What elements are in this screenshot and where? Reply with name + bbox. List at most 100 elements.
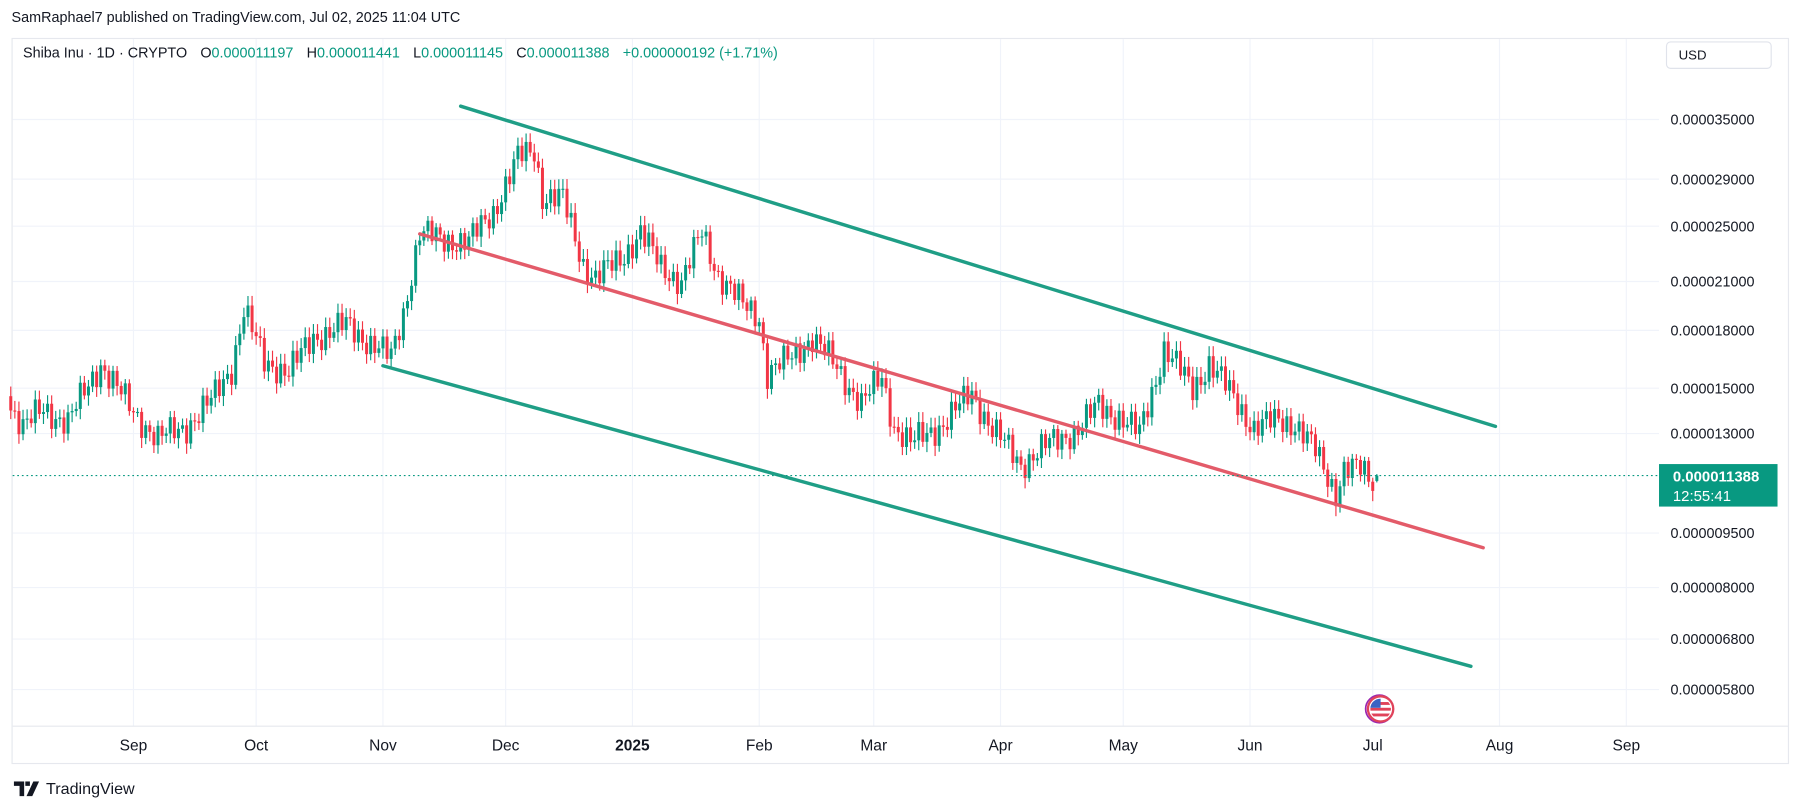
candle-body bbox=[733, 283, 737, 300]
candle-body bbox=[798, 343, 802, 363]
candle-body bbox=[814, 334, 818, 353]
open-value: 0.000011197 bbox=[211, 44, 294, 61]
high-value: 0.000011441 bbox=[316, 44, 400, 61]
candle-body bbox=[1232, 380, 1236, 394]
candle-body bbox=[266, 360, 270, 372]
candle-body bbox=[336, 312, 340, 333]
candle-body bbox=[864, 393, 868, 396]
candle-body bbox=[487, 219, 491, 229]
candle-body bbox=[1007, 434, 1011, 440]
candle-body bbox=[708, 231, 712, 264]
candle-body bbox=[1166, 341, 1170, 363]
candle-body bbox=[291, 350, 295, 377]
time-tick-label: Dec bbox=[492, 737, 520, 754]
candle-body bbox=[1264, 411, 1268, 420]
candle-body bbox=[545, 203, 549, 210]
us-flag-economic-event-icon[interactable] bbox=[1364, 694, 1395, 724]
candle-body bbox=[250, 305, 254, 333]
candle-body bbox=[426, 220, 430, 232]
footer-brand[interactable]: TradingView bbox=[13, 779, 135, 797]
candle-body bbox=[1027, 454, 1031, 479]
candle-body bbox=[765, 343, 769, 389]
candle-body bbox=[1113, 417, 1117, 430]
last-price-label: 0.000011388 12:55:41 bbox=[1659, 464, 1778, 507]
candle-body bbox=[909, 427, 913, 443]
publish-info: SamRaphael7 published on TradingView.com… bbox=[11, 9, 461, 26]
candle-body bbox=[684, 265, 688, 281]
candle-body bbox=[536, 161, 540, 168]
candle-body bbox=[1089, 404, 1093, 418]
candle-body bbox=[982, 411, 986, 425]
candle-body bbox=[1003, 439, 1007, 441]
candle-body bbox=[176, 428, 180, 439]
price-axis[interactable]: 0.000035000 0.000029000 0.000025000 0.00002… bbox=[1671, 113, 1755, 699]
candle-body bbox=[136, 411, 140, 414]
symbol-name[interactable]: Shiba Inu · 1D · CRYPTO bbox=[23, 44, 188, 61]
lower-channel-line[interactable] bbox=[381, 364, 1473, 669]
candle-body bbox=[103, 365, 107, 371]
candle-body bbox=[700, 236, 704, 238]
candle-body bbox=[230, 373, 234, 385]
candle-body bbox=[1236, 393, 1240, 416]
candle-body bbox=[332, 332, 336, 338]
candle-body bbox=[851, 387, 855, 392]
time-tick-label: Nov bbox=[369, 737, 397, 754]
candle-body bbox=[712, 263, 716, 271]
candle-body bbox=[1170, 358, 1174, 363]
candle-body bbox=[1273, 408, 1277, 428]
last-price-value: 0.000011388 bbox=[1673, 468, 1759, 485]
candle-body bbox=[1363, 460, 1367, 475]
candle-body bbox=[475, 223, 479, 237]
candle-body bbox=[1097, 394, 1101, 403]
candle-body bbox=[140, 411, 144, 438]
candle-body bbox=[1330, 478, 1334, 487]
candle-body bbox=[622, 263, 626, 266]
candle-body bbox=[467, 236, 471, 250]
currency-button[interactable]: USD bbox=[1665, 41, 1772, 69]
candle-body bbox=[663, 254, 667, 279]
candle-body bbox=[463, 233, 467, 250]
candle-body bbox=[945, 426, 949, 430]
time-axis[interactable]: Sep Oct Nov Dec 2025 Feb Mar Apr May Jun Jul Aug Sep bbox=[120, 737, 1640, 754]
candle-body bbox=[540, 167, 544, 210]
candle-body bbox=[381, 336, 385, 349]
candle-body bbox=[1011, 434, 1015, 463]
candle-body bbox=[172, 417, 176, 439]
mid-channel-line[interactable] bbox=[418, 232, 1485, 550]
candle-body bbox=[1195, 376, 1199, 401]
candle-body bbox=[749, 300, 753, 311]
candle-body bbox=[401, 308, 405, 341]
candle-body bbox=[1326, 469, 1330, 487]
candle-body bbox=[430, 220, 434, 242]
candle-body bbox=[635, 239, 639, 259]
candle-body bbox=[725, 280, 729, 295]
price-tick-label: 0.000013000 bbox=[1671, 427, 1755, 443]
candle-body bbox=[156, 425, 160, 446]
candle-body bbox=[181, 425, 185, 429]
candle-body bbox=[491, 206, 495, 229]
candle-body bbox=[1371, 481, 1375, 491]
candle-body bbox=[1084, 404, 1088, 428]
candle-body bbox=[316, 333, 320, 340]
candle-body bbox=[565, 188, 569, 218]
candle-body bbox=[127, 383, 131, 412]
candle-body bbox=[802, 348, 806, 363]
candle-body bbox=[974, 390, 978, 398]
upper-channel-line[interactable] bbox=[458, 104, 1498, 429]
candle-body bbox=[1117, 410, 1121, 430]
candle-body bbox=[221, 379, 225, 397]
candle-body bbox=[385, 336, 389, 359]
candle-body bbox=[925, 432, 929, 442]
candle-body bbox=[369, 335, 373, 355]
candle-body bbox=[303, 337, 307, 349]
candle-body bbox=[217, 379, 221, 397]
candle-body bbox=[839, 366, 843, 369]
candle-body bbox=[164, 433, 168, 436]
candle-body bbox=[344, 317, 348, 331]
candle-body bbox=[1223, 366, 1227, 391]
candle-body bbox=[320, 339, 324, 351]
candle-body bbox=[581, 258, 585, 262]
time-tick-label: Apr bbox=[988, 737, 1012, 754]
candle-body bbox=[949, 401, 953, 430]
